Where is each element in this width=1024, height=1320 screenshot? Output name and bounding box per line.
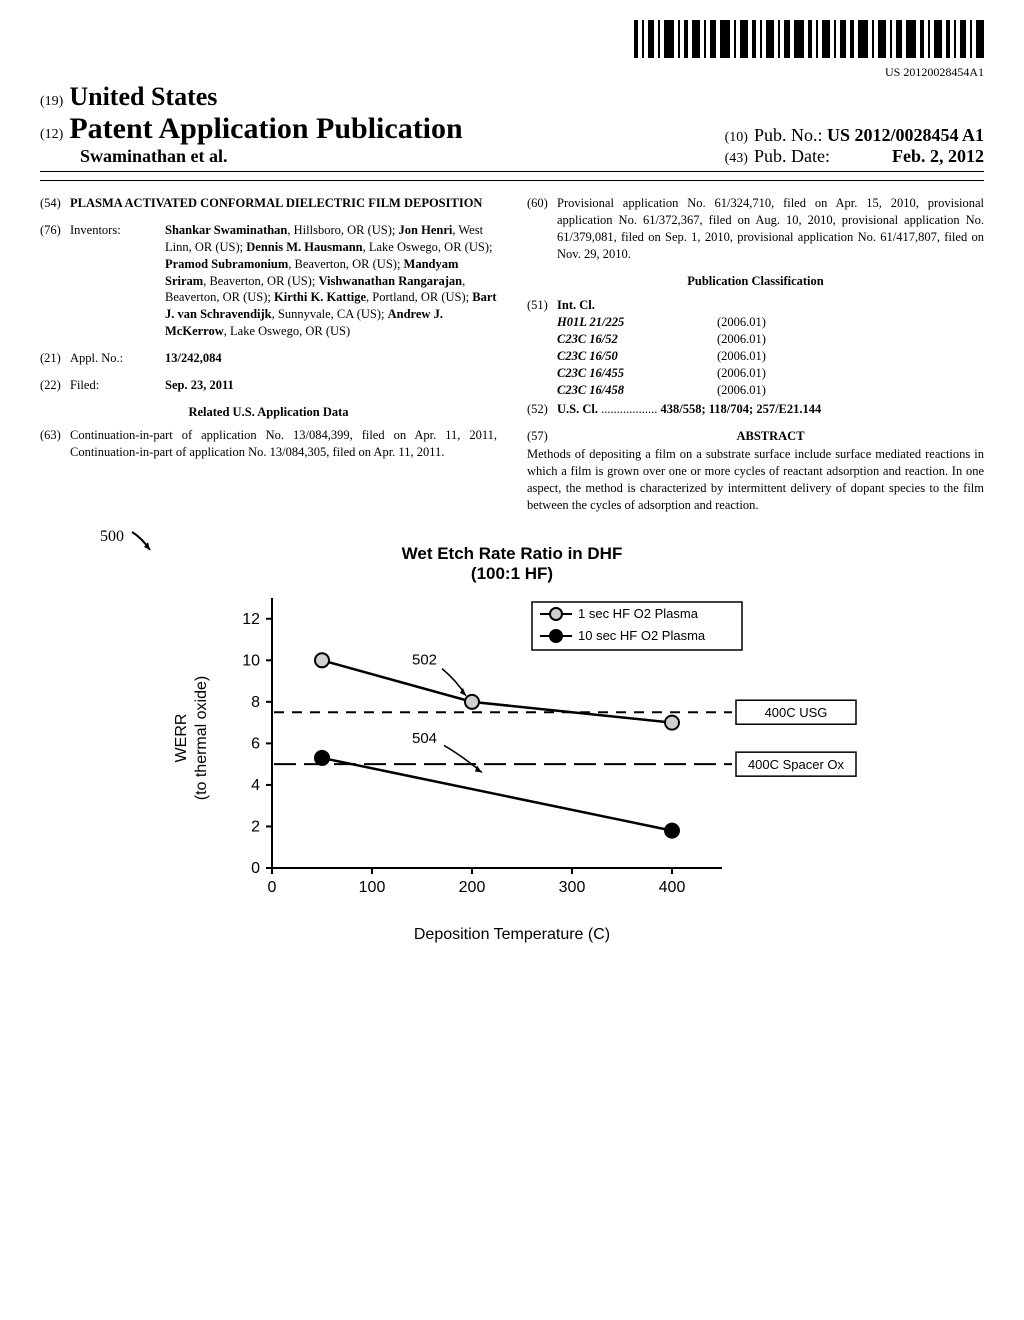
barcode-block: US 20120028454A1 [40,20,984,80]
svg-text:12: 12 [242,611,260,628]
svg-text:6: 6 [251,735,260,752]
svg-text:200: 200 [459,879,486,896]
chart-title-line2: (100:1 HF) [471,564,553,583]
related63-text: Continuation-in-part of application No. … [70,427,497,461]
svg-text:100: 100 [359,879,386,896]
pub-num: (12) [40,127,63,142]
separator [40,180,984,181]
two-column-body: (54) PLASMA ACTIVATED CONFORMAL DIELECTR… [40,195,984,514]
pubno-num: (10) [725,130,748,145]
related-header: Related U.S. Application Data [40,404,497,421]
chart-title: Wet Etch Rate Ratio in DHF (100:1 HF) [40,544,984,584]
svg-text:400C Spacer Ox: 400C Spacer Ox [748,757,845,772]
chart-svg: 0 2 4 6 8 10 12 0 100 200 300 400 WERR(to thermal ox… [162,588,862,908]
filed-label: Filed: [70,377,165,394]
title-num: (54) [40,195,70,212]
svg-text:300: 300 [559,879,586,896]
ref-500-label: 500 [100,528,124,545]
uscl-value: 438/558; 118/704; 257/E21.144 [660,402,821,416]
abstract-header: ABSTRACT [736,429,804,443]
barcode-icon [634,20,984,58]
inventors-list: Shankar Swaminathan, Hillsboro, OR (US);… [165,222,497,340]
pubdate-num: (43) [725,151,748,166]
uscl-dots: .................. [598,402,661,416]
header-authors: Swaminathan et al. [40,146,463,167]
related60-num: (60) [527,195,557,263]
svg-text:WERR: WERR [173,713,190,762]
right-column: (60) Provisional application No. 61/324,… [527,195,984,514]
svg-text:400C USG: 400C USG [765,705,828,720]
chart-xlabel: Deposition Temperature (C) [40,926,984,944]
svg-text:502: 502 [412,651,437,668]
svg-text:1 sec HF O2 Plasma: 1 sec HF O2 Plasma [578,606,699,621]
country-num: (19) [40,94,63,109]
inventors-label: Inventors: [70,222,165,340]
applno-value: 13/242,084 [165,351,222,365]
barcode-text: US 20120028454A1 [40,65,984,80]
country-name: United States [69,82,217,111]
invention-title: PLASMA ACTIVATED CONFORMAL DIELECTRIC FI… [70,195,497,212]
svg-text:0: 0 [251,860,260,877]
svg-text:400: 400 [659,879,686,896]
svg-text:4: 4 [251,777,260,794]
svg-text:10 sec HF O2 Plasma: 10 sec HF O2 Plasma [578,628,706,643]
arrow-icon [128,528,158,558]
pubdate-value: Feb. 2, 2012 [892,146,984,167]
uscl-label: U.S. Cl. [557,402,598,416]
intcl-label: Int. Cl. [557,298,595,312]
intcl-num: (51) [527,297,557,398]
svg-text:504: 504 [412,730,437,747]
related63-num: (63) [40,427,70,461]
related60-text: Provisional application No. 61/324,710, … [557,195,984,263]
intcl-row: C23C 16/455(2006.01) [557,365,984,382]
filed-value: Sep. 23, 2011 [165,378,234,392]
pubno-label: Pub. No.: [754,125,823,145]
ref-500: 500 [100,528,158,558]
pubdate-label: Pub. Date: [754,146,830,166]
inventors-num: (76) [40,222,70,340]
chart-plot-area: 0 2 4 6 8 10 12 0 100 200 300 400 WERR(to thermal ox… [162,588,862,908]
left-column: (54) PLASMA ACTIVATED CONFORMAL DIELECTR… [40,195,497,514]
intcl-row: C23C 16/52(2006.01) [557,331,984,348]
applno-label: Appl. No.: [70,350,165,367]
svg-text:8: 8 [251,694,260,711]
classification-header: Publication Classification [527,273,984,290]
intcl-row: C23C 16/458(2006.01) [557,382,984,399]
abstract-num: (57) [527,428,557,445]
abstract-text: Methods of depositing a film on a substr… [527,446,984,514]
publication-type: Patent Application Publication [69,112,462,145]
applno-num: (21) [40,350,70,367]
pubno-value: US 2012/0028454 A1 [827,125,984,145]
svg-text:10: 10 [242,652,260,669]
svg-text:(to thermal oxide): (to thermal oxide) [193,676,210,801]
uscl-num: (52) [527,401,557,418]
chart-figure: 500 Wet Etch Rate Ratio in DHF (100:1 HF… [40,544,984,944]
intcl-row: C23C 16/50(2006.01) [557,348,984,365]
svg-text:0: 0 [268,879,277,896]
intcl-row: H01L 21/225(2006.01) [557,314,984,331]
intcl-rows: H01L 21/225(2006.01)C23C 16/52(2006.01)C… [557,314,984,398]
chart-title-line1: Wet Etch Rate Ratio in DHF [402,544,623,563]
filed-num: (22) [40,377,70,394]
header-block: (19) United States (12) Patent Application… [40,82,984,172]
svg-text:2: 2 [251,818,260,835]
